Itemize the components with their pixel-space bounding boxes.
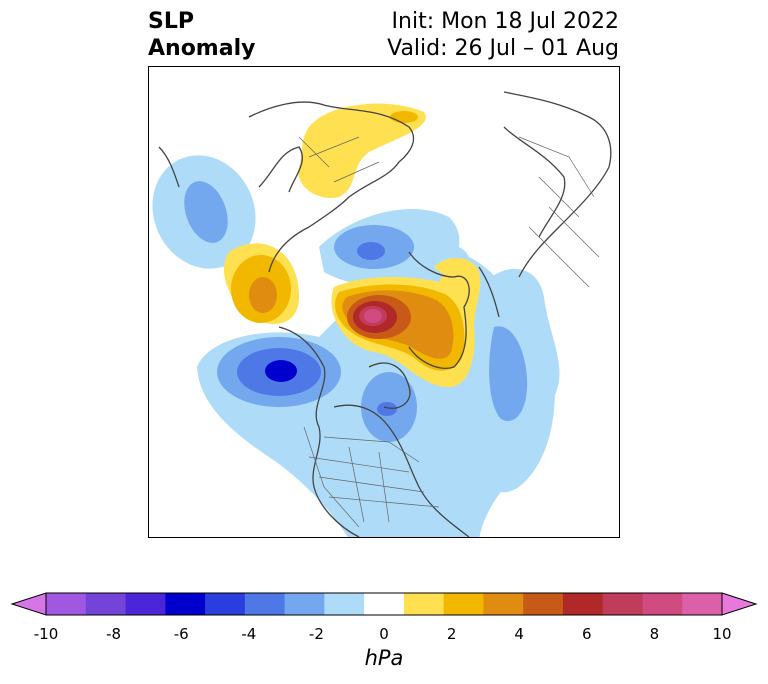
coastlines (158, 91, 612, 537)
colorbar-tick-label: 6 (582, 625, 592, 643)
colorbar-tick-label: -4 (241, 625, 257, 643)
europe-high-contours (298, 103, 426, 198)
colorbar-tick-label: -8 (106, 625, 122, 643)
colorbar-frame (45, 592, 723, 616)
alaska-high-contours (224, 243, 299, 324)
colorbar-segment (364, 593, 405, 615)
colorbar-segment (562, 593, 604, 615)
greenland-high-contours (331, 257, 481, 387)
colorbar-tick-label: 4 (514, 625, 524, 643)
title-line-2: Anomaly (148, 36, 256, 61)
colorbar-segment (642, 593, 683, 615)
colorbar-segment (205, 593, 246, 615)
colorbar-tick-label: 8 (649, 625, 660, 643)
colorbar-tick-label: -2 (308, 625, 324, 643)
colorbar-unit: hPa (364, 646, 404, 670)
map-canvas (152, 91, 612, 537)
colorbar-segment (324, 593, 365, 615)
init-date: Init: Mon 18 Jul 2022 (391, 9, 619, 34)
anomaly-map (148, 66, 620, 538)
colorbar (0, 585, 768, 625)
colorbar-tick-label: -6 (173, 625, 189, 643)
colorbar-segment (682, 593, 723, 615)
colorbar-segment (244, 593, 286, 615)
colorbar-segment (85, 593, 127, 615)
map-title: SLP Anomaly (148, 8, 255, 62)
colorbar-tick-label: 2 (446, 625, 457, 643)
colorbar-segment (523, 593, 564, 615)
title-line-1: SLP (148, 9, 194, 34)
colorbar-segment (46, 593, 87, 615)
colorbar-tick-label: 10 (712, 625, 732, 643)
colorbar-segment (403, 593, 445, 615)
colorbar-segment (284, 593, 325, 615)
valid-range: Valid: 26 Jul – 01 Aug (387, 36, 619, 61)
colorbar-segment (125, 593, 166, 615)
arctic-low-contours (319, 208, 460, 288)
colorbar-segment (483, 593, 524, 615)
colorbar-segment (165, 593, 206, 615)
colorbar-tick-label: -10 (33, 625, 59, 643)
colorbar-extend-high (721, 592, 758, 616)
colorbar-segment (443, 593, 484, 615)
colorbar-tick-label: 0 (379, 625, 389, 643)
forecast-dates: Init: Mon 18 Jul 2022 Valid: 26 Jul – 01… (387, 8, 619, 62)
colorbar-extend-low (10, 592, 47, 616)
colorbar-svg (10, 592, 758, 616)
country-borders (298, 136, 600, 528)
colorbar-segment (602, 593, 643, 615)
